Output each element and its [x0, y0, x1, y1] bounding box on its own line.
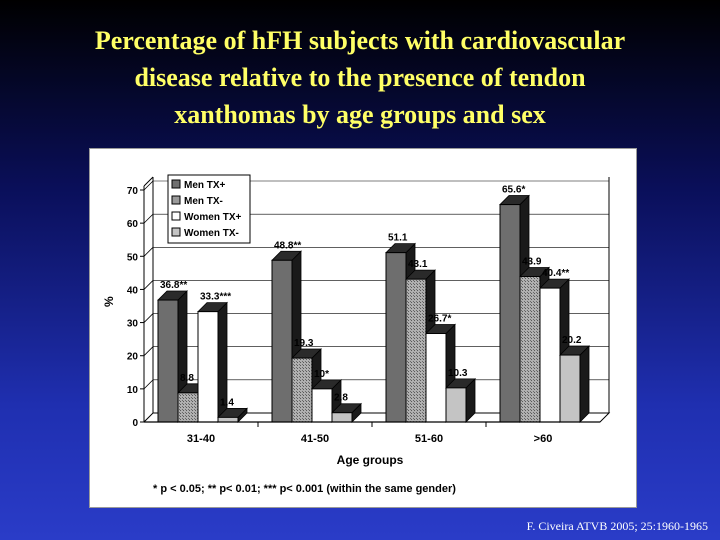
title-line-1: Percentage of hFH subjects with cardiova…	[94, 26, 626, 55]
bar-chart: 0 10 20 30 40 50 60 70% 36.8** 8.8 33.3*** 1.4 31-40…	[102, 174, 611, 467]
legend-label: Men TX-	[184, 196, 223, 207]
title-line-2: disease relative to the presence of tend…	[134, 63, 586, 92]
bar-side	[579, 345, 590, 423]
bar-men-tx--1	[291, 357, 313, 423]
legend-swatch	[171, 195, 181, 205]
bar-women-tx--3	[559, 354, 581, 423]
bar-men-tx--0	[157, 299, 179, 423]
data-label: 33.3***	[200, 292, 231, 303]
x-tick-label: 51-60	[415, 433, 443, 445]
y-tick-label: 40	[127, 285, 139, 296]
x-tick-label: 31-40	[187, 433, 215, 445]
data-label: 8.8	[180, 373, 194, 384]
legend-swatch	[171, 211, 181, 221]
significance-footnote: * p < 0.05; ** p< 0.01; *** p< 0.001 (wi…	[153, 483, 456, 495]
y-axis-label: %	[102, 296, 116, 307]
y-tick-label: 50	[127, 252, 139, 263]
grid-diagonal	[143, 180, 154, 191]
bar-women-tx--1	[331, 412, 353, 423]
bar-women-tx--0	[217, 416, 239, 423]
bar-women-tx--2	[445, 387, 467, 423]
legend-label: Men TX+	[184, 180, 226, 191]
data-label: 10.3	[448, 368, 468, 379]
x-tick-label: 41-50	[301, 433, 329, 445]
title-line-3: xanthomas by age groups and sex	[174, 100, 546, 129]
grid-diagonal	[143, 280, 154, 290]
legend-box	[167, 174, 251, 244]
x-axis-label: Age groups	[337, 453, 404, 467]
chart-panel: 0 10 20 30 40 50 60 70% 36.8** 8.8 33.3*** 1.4 31-40…	[89, 148, 637, 508]
bar-men-tx--1	[271, 259, 293, 423]
slide-title: Percentage of hFH subjects with cardiova…	[0, 22, 720, 133]
data-label: 36.8**	[160, 280, 187, 291]
legend-label: Women TX+	[184, 212, 241, 223]
data-label: 43.9	[522, 257, 542, 268]
data-label: 26.7*	[428, 314, 451, 325]
y-tick-label: 0	[132, 418, 138, 429]
bar-women-tx--0	[197, 311, 219, 423]
data-label: 19.3	[294, 338, 314, 349]
bar-women-tx--3	[539, 287, 561, 423]
data-label: 40.4**	[542, 268, 569, 279]
bar-men-tx--3	[499, 204, 521, 423]
legend-swatch	[171, 179, 181, 189]
data-label: 43.1	[408, 259, 428, 270]
bar-men-tx--0	[177, 392, 199, 423]
grid-diagonal	[143, 313, 154, 323]
grid-diagonal	[143, 379, 154, 390]
y-tick-label: 30	[127, 319, 139, 330]
y-tick-label: 60	[127, 219, 139, 230]
bar-men-tx--2	[405, 278, 427, 423]
data-label: 2.8	[334, 393, 348, 404]
data-label: 48.8**	[274, 240, 301, 251]
legend-label: Women TX-	[184, 228, 239, 239]
data-label: 51.1	[388, 233, 408, 244]
bar-men-tx--3	[519, 276, 541, 423]
data-label: 1.4	[220, 397, 234, 408]
data-label: 65.6*	[502, 185, 525, 196]
citation: F. Civeira ATVB 2005; 25:1960-1965	[526, 519, 708, 533]
x-tick-label: >60	[534, 433, 553, 445]
y-tick-label: 70	[127, 186, 139, 197]
y-tick-label: 20	[127, 352, 139, 363]
grid-diagonal	[143, 346, 154, 356]
grid-diagonal	[143, 213, 154, 224]
bar-men-tx--2	[385, 252, 407, 423]
legend-swatch	[171, 227, 181, 237]
data-label: 20.2	[562, 335, 582, 346]
top-wall-edge	[143, 176, 154, 187]
bar-women-tx--2	[425, 333, 447, 423]
grid-diagonal	[143, 247, 154, 257]
data-label: 10*	[314, 369, 329, 380]
bar-women-tx--1	[311, 388, 333, 423]
y-tick-label: 10	[127, 385, 139, 396]
